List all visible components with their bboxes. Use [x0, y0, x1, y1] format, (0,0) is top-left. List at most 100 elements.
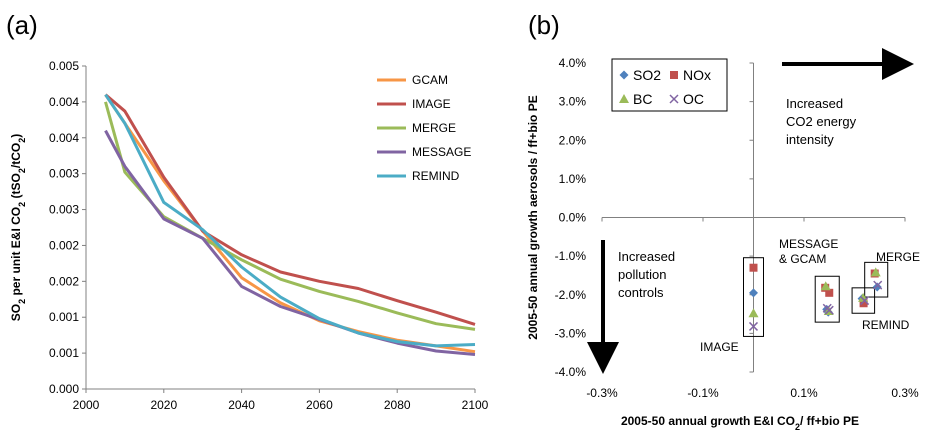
label-merge: MERGE — [876, 250, 920, 264]
panel-a-y-tick-label: 0.004 — [49, 95, 79, 109]
panel-b-x-tick-label: 0.1% — [790, 386, 818, 400]
panel-a-x-tick-label: 2100 — [462, 398, 489, 412]
panel-a-y-axis-label-subscript: 2 — [17, 138, 27, 143]
panel-b-y-tick-label: 1.0% — [559, 172, 587, 186]
panel-b-annotations: Increased CO2 energy intensity Increased pol… — [587, 48, 920, 374]
panel-a-y-axis-label-subscript: 2 — [17, 202, 27, 207]
point-so2 — [872, 282, 882, 292]
panel-a-y-axis-label-part: SO — [9, 304, 23, 321]
point-bc — [870, 267, 881, 277]
panel-b-axes: 4.0% 3.0% 2.0% 1.0% 0.0% -1.0% -2.0% -3.0% -4.0%… — [526, 56, 919, 432]
panel-a-y-tick-label: 0.001 — [49, 310, 79, 324]
panel-a-y-axis-label-subscript: 2 — [17, 299, 27, 304]
panel-a-x-tick-label: 2080 — [384, 398, 411, 412]
point-bc — [820, 281, 831, 291]
panel-b-y-tick-label: -3.0% — [555, 326, 587, 340]
point-oc — [824, 305, 834, 315]
panel-b-legend: SO2 NOx BC OC — [611, 58, 728, 112]
remind-box — [851, 287, 876, 314]
panel-a-x-tick-label: 2000 — [73, 398, 100, 412]
legend-marker-so2 — [619, 70, 629, 80]
panel-a-legend: GCAM IMAGE MERGE MESSAGE REMIND — [377, 73, 471, 183]
panel-b-x-axis-label: 2005-50 annual growth E&I CO2/ ff+bio PE — [621, 414, 859, 432]
panel-b-y-tick-label: 0.0% — [559, 211, 587, 225]
panel-b-scatter-points — [748, 263, 883, 331]
point-bc — [748, 308, 759, 318]
panel-b-y-tick-label: -2.0% — [555, 288, 587, 302]
panel-a-y-tick-label: 0.003 — [49, 203, 79, 217]
panel-a-y-axis-title: SO2 per unit E&I CO2 (tSO2/tCO2) — [9, 134, 27, 321]
panel-b-label: (b) — [528, 10, 560, 40]
panel-a-axes: 0.000 0.001 0.001 0.002 0.002 0.003 0.003 0.004… — [49, 59, 489, 412]
panel-b-legend-frame — [611, 58, 728, 112]
point-nox — [859, 299, 868, 308]
panel-a-y-tick-label: 0.001 — [49, 346, 79, 360]
legend-label-nox: NOx — [683, 67, 711, 83]
panel-a-y-axis-label-part: ) — [9, 134, 23, 138]
panel-a-x-tick-label: 2040 — [228, 398, 255, 412]
point-nox — [749, 263, 758, 272]
point-so2 — [749, 288, 758, 298]
series-line-remind — [104, 93, 476, 348]
legend-marker-nox — [670, 71, 678, 79]
label-image: IMAGE — [700, 340, 739, 354]
panel-b-y-axis-label: 2005-50 annual growth aerosols / ff+bio … — [526, 95, 540, 339]
panel-b-y-tick-label: 4.0% — [559, 56, 587, 70]
panel-b-x-tick-label: -0.3% — [586, 386, 618, 400]
legend-label-merge: MERGE — [412, 121, 456, 135]
panel-a: (a) SO2 per unit E&I CO2 (tSO2/tCO2) 0.0… — [6, 10, 489, 412]
panel-a-y-tick-label: 0.005 — [49, 59, 79, 73]
series-line-message — [104, 129, 476, 356]
panel-b-x-axis-label-subscript: 2 — [795, 422, 800, 432]
panel-a-x-tick-label: 2060 — [306, 398, 333, 412]
panel-a-y-axis-label-part: /tCO — [9, 143, 23, 168]
merge-box — [864, 261, 889, 298]
legend-label-so2: SO2 — [633, 67, 661, 83]
point-oc — [873, 280, 883, 290]
panel-b-y-tick-label: 3.0% — [559, 95, 587, 109]
image-box — [743, 257, 764, 337]
series-line-image — [104, 93, 476, 326]
panel-a-series-lines — [104, 93, 476, 356]
label-message-gcam: MESSAGE — [779, 237, 838, 251]
annotation-pollution-controls-line: pollution — [618, 267, 666, 282]
message-gcam-box — [814, 275, 840, 323]
legend-label-bc: BC — [633, 91, 652, 107]
annotation-co2-intensity-line: CO2 energy — [786, 114, 857, 129]
legend-label-remind: REMIND — [412, 169, 460, 183]
point-nox — [825, 288, 834, 297]
label-remind: REMIND — [862, 318, 910, 332]
annotation-pollution-controls-line: Increased — [618, 249, 675, 264]
panel-b-y-tick-label: -4.0% — [555, 365, 587, 379]
panel-b-y-tick-label: 2.0% — [559, 133, 587, 147]
annotation-co2-intensity-line: intensity — [786, 132, 834, 147]
point-oc — [860, 296, 870, 306]
panel-a-x-tick-label: 2020 — [150, 398, 177, 412]
legend-marker-oc — [669, 94, 679, 104]
panel-a-y-axis-label: SO2 per unit E&I CO2 (tSO2/tCO2) — [9, 134, 27, 321]
annotation-pollution-controls-line: controls — [618, 285, 664, 300]
panel-a-label: (a) — [6, 10, 38, 40]
panel-a-y-tick-label: 0.003 — [49, 167, 79, 181]
panel-a-y-tick-label: 0.002 — [49, 238, 79, 252]
panel-b-x-axis-label-part: 2005-50 annual growth E&I CO — [621, 414, 795, 428]
legend-label-gcam: GCAM — [412, 73, 448, 87]
panel-a-y-axis-label-part: (tSO — [9, 173, 23, 202]
legend-label-message: MESSAGE — [412, 145, 471, 159]
label-message-gcam: & GCAM — [779, 252, 826, 266]
point-oc — [748, 321, 759, 331]
annotation-co2-intensity-line: Increased — [786, 96, 843, 111]
panel-b: (b) 4.0% 3.0% 2.0% 1.0% 0.0% -1.0% -2.0% -3.0% -… — [526, 10, 920, 432]
panel-a-y-axis-label-part: per unit E&I CO — [9, 207, 23, 299]
legend-marker-bc — [619, 94, 629, 103]
panel-b-x-axis-label-part: / ff+bio PE — [800, 414, 859, 428]
panel-a-y-tick-label: 0.004 — [49, 131, 79, 145]
panel-b-model-boxes — [743, 257, 889, 337]
panel-b-y-tick-label: -1.0% — [555, 249, 587, 263]
panel-b-x-tick-label: 0.3% — [891, 386, 919, 400]
panel-b-x-tick-label: -0.1% — [687, 386, 719, 400]
panel-a-y-tick-label: 0.000 — [49, 382, 79, 396]
legend-label-oc: OC — [683, 91, 704, 107]
